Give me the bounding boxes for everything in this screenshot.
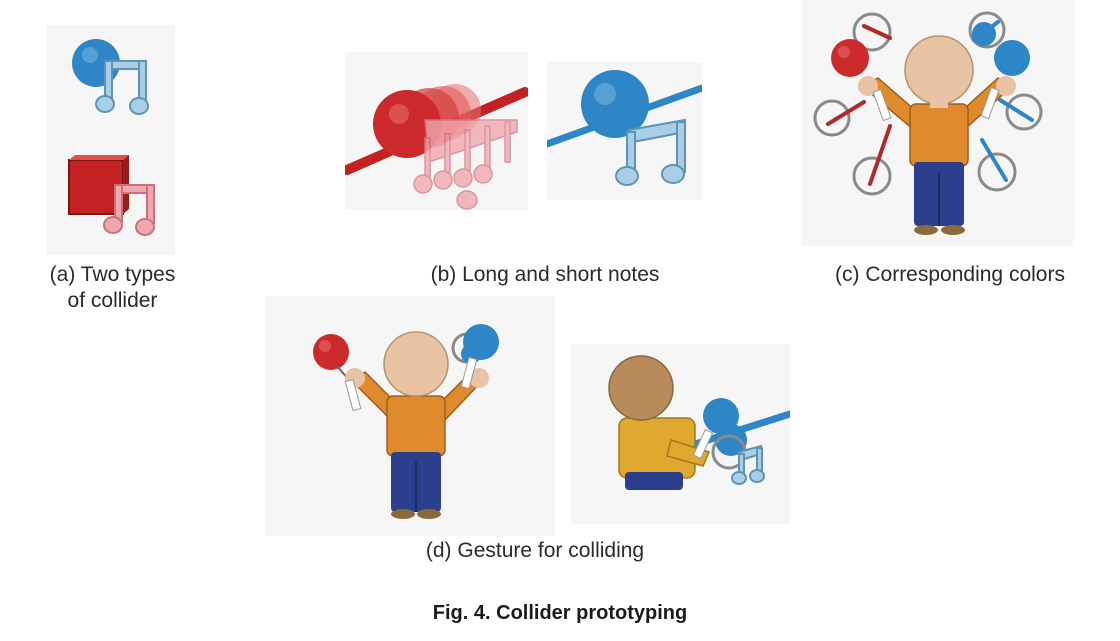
panel-b-long-note — [345, 52, 528, 210]
panel-d-gesture-angled — [571, 344, 790, 524]
caption-a-line1: (a) Two types — [49, 263, 176, 286]
avatar-figure — [608, 355, 711, 490]
sphere-collider — [313, 334, 349, 370]
short-note-illustration — [547, 70, 702, 186]
music-note-icon — [103, 184, 155, 236]
colors-avatar-illustration — [813, 11, 1043, 235]
ring-target-icon — [813, 11, 1043, 196]
panel-d-gesture-front — [265, 296, 555, 536]
gesture-angled-illustration — [608, 355, 790, 490]
panel-a-collider-types — [47, 25, 175, 255]
avatar-figure — [344, 331, 489, 519]
music-note-icon — [413, 119, 518, 210]
music-note-icon — [731, 444, 765, 485]
caption-c: (c) Corresponding colors — [835, 263, 1065, 286]
caption-d: (d) Gesture for colliding — [425, 539, 645, 562]
long-note-illustration — [345, 84, 528, 210]
avatar-figure — [858, 35, 1016, 235]
panel-c-corresponding-colors — [802, 0, 1074, 246]
caption-b: (b) Long and short notes — [430, 263, 660, 286]
gesture-front-illustration — [313, 324, 499, 519]
sphere-collider — [581, 70, 649, 138]
sphere-collider — [994, 40, 1030, 76]
sphere-collider — [831, 39, 869, 77]
panel-b-short-note — [547, 62, 702, 200]
music-note-icon — [615, 118, 686, 186]
music-note-icon — [95, 60, 149, 115]
caption-a-line2: of collider — [67, 289, 158, 312]
figure-caption: Fig. 4. Collider prototyping — [432, 602, 688, 624]
collider-types-illustration — [68, 39, 155, 236]
